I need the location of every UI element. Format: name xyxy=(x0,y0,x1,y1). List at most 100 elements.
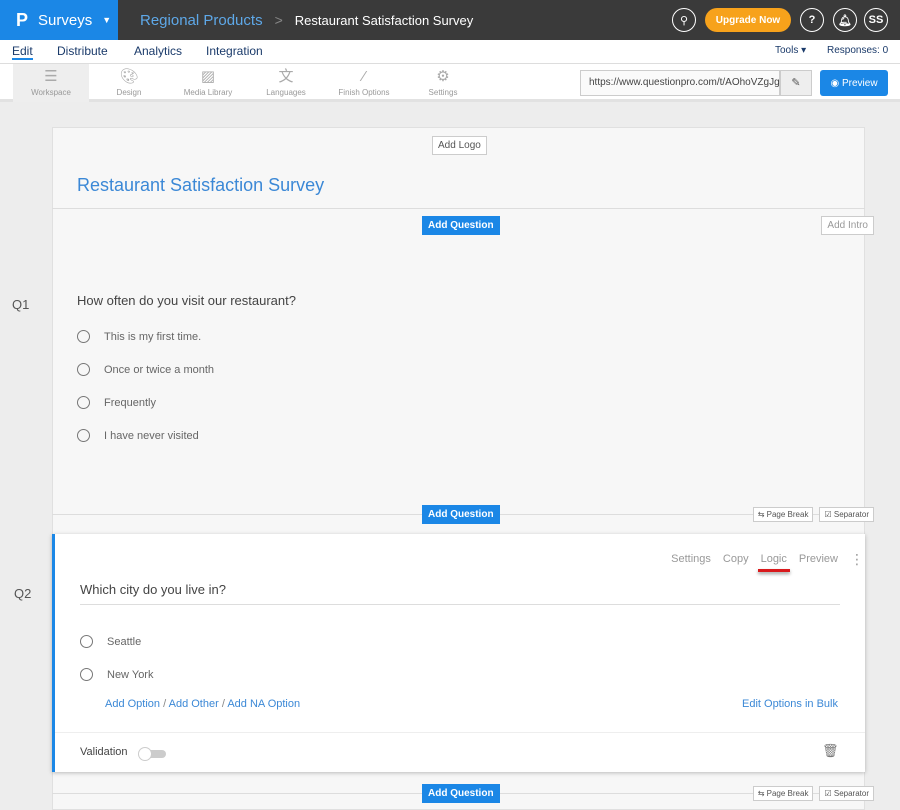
radio-button[interactable] xyxy=(77,363,90,376)
divider xyxy=(55,732,865,733)
breadcrumb: Regional Products > Restaurant Satisfact… xyxy=(140,0,473,40)
toolbar-workspace[interactable]: ☰ Workspace xyxy=(13,64,89,102)
breadcrumb-parent[interactable]: Regional Products xyxy=(140,11,263,29)
question-number: Q1 xyxy=(12,297,30,312)
page-break-label: Page Break xyxy=(766,789,809,798)
q-preview-link[interactable]: Preview xyxy=(798,553,838,565)
tab-integration[interactable]: Integration xyxy=(206,44,263,58)
toolbar-label: Finish Options xyxy=(338,88,390,97)
help-icon[interactable]: ? xyxy=(800,8,824,32)
slash: / xyxy=(221,698,225,710)
add-question-button[interactable]: Add Question xyxy=(422,216,500,235)
divider xyxy=(52,208,865,209)
radio-button[interactable] xyxy=(77,396,90,409)
separator-button[interactable]: ☑ Separator xyxy=(819,507,874,522)
image-icon: ▨ xyxy=(200,68,216,85)
add-question-button[interactable]: Add Question xyxy=(422,505,500,524)
break-controls: ⇆ Page Break ☑ Separator xyxy=(752,786,874,801)
page-break-button[interactable]: ⇆ Page Break xyxy=(752,786,814,801)
caret-down-icon: ▼ xyxy=(102,15,112,25)
option[interactable]: Frequently xyxy=(77,396,156,409)
add-other-link[interactable]: Add Other xyxy=(168,698,219,710)
logo: P xyxy=(16,9,29,30)
slash: / xyxy=(163,698,167,710)
add-na-link[interactable]: Add NA Option xyxy=(227,698,301,710)
tab-edit[interactable]: Edit xyxy=(12,44,33,60)
survey-url-field[interactable]: https://www.questionpro.com/t/AOhoVZgJg xyxy=(580,70,780,96)
separator-label: Separator xyxy=(833,789,869,798)
page-title: Restaurant Satisfaction Survey xyxy=(294,12,474,28)
q-settings-link[interactable]: Settings xyxy=(671,553,711,565)
tab-distribute[interactable]: Distribute xyxy=(57,44,108,58)
search-icon[interactable]: ⚲ xyxy=(672,8,696,32)
tab-analytics[interactable]: Analytics xyxy=(134,44,183,58)
translate-icon: 文 xyxy=(278,68,294,85)
eye-icon: ◉ xyxy=(830,77,842,89)
question-text[interactable]: How often do you visit our restaurant? xyxy=(77,293,296,308)
radio-button[interactable] xyxy=(77,429,90,442)
surveys-menu[interactable]: P Surveys ▼ xyxy=(0,0,118,40)
upgrade-button[interactable]: Upgrade Now xyxy=(705,8,791,32)
preview-label: Preview xyxy=(841,77,878,89)
toolbar-finish-options[interactable]: ⁄ Finish Options xyxy=(326,64,402,102)
toolbar-settings[interactable]: ⚙ Settings xyxy=(405,64,481,102)
option[interactable]: New York xyxy=(80,668,153,681)
question-number: Q2 xyxy=(14,586,32,601)
radio-button[interactable] xyxy=(77,330,90,343)
radio-button[interactable] xyxy=(80,635,93,648)
validation-label: Validation xyxy=(80,746,128,758)
q-logic-link[interactable]: Logic xyxy=(760,553,787,565)
edit-options-bulk-link[interactable]: Edit Options in Bulk xyxy=(742,698,838,710)
option[interactable]: This is my first time. xyxy=(77,330,201,343)
separator-button[interactable]: ☑ Separator xyxy=(819,786,874,801)
add-question-button[interactable]: Add Question xyxy=(422,784,500,803)
add-logo-button[interactable]: Add Logo xyxy=(432,136,487,155)
q-logic-item: Logic xyxy=(757,553,790,572)
toolbar-media-library[interactable]: ▨ Media Library xyxy=(170,64,246,102)
edit-url-icon[interactable]: ✎ xyxy=(780,70,812,96)
radio-button[interactable] xyxy=(80,668,93,681)
add-intro-button[interactable]: Add Intro xyxy=(821,216,874,235)
add-option-links: Add Option / Add Other / Add NA Option xyxy=(105,698,300,710)
survey-title[interactable]: Restaurant Satisfaction Survey xyxy=(77,175,325,195)
question-text[interactable]: Which city do you live in? xyxy=(80,582,226,597)
toolbar-label: Workspace xyxy=(31,88,71,97)
trash-icon[interactable]: 🗑︎ xyxy=(822,743,839,758)
toolbar-design[interactable]: 🎨︎ Design xyxy=(91,64,167,102)
option-label: I have never visited xyxy=(104,429,199,442)
toolbar-label: Settings xyxy=(428,88,458,97)
validation-toggle[interactable] xyxy=(138,747,166,761)
toolbar-label: Languages xyxy=(266,88,306,97)
toolbar-label: Media Library xyxy=(183,88,233,97)
toolbar-label: Design xyxy=(116,88,142,97)
option-label: Once or twice a month xyxy=(104,363,215,376)
breadcrumb-separator: > xyxy=(274,12,283,28)
add-option-link[interactable]: Add Option xyxy=(105,698,161,710)
option-label[interactable]: New York xyxy=(107,668,154,681)
bell-icon[interactable]: 🔔︎ xyxy=(833,8,857,32)
workspace-icon: ☰ xyxy=(44,68,58,85)
more-options-icon[interactable]: ⋮ xyxy=(850,551,864,567)
responses-count[interactable]: Responses: 0 xyxy=(827,45,889,56)
magic-wand-icon: ⁄ xyxy=(362,68,366,85)
palette-icon: 🎨︎ xyxy=(119,68,139,85)
url-text: https://www.questionpro.com/t/AOhoVZgJg xyxy=(589,77,780,88)
option-label: This is my first time. xyxy=(104,330,202,343)
option[interactable]: I have never visited xyxy=(77,429,199,442)
option[interactable]: Seattle xyxy=(80,635,141,648)
tools-menu[interactable]: Tools ▾ xyxy=(775,45,807,56)
toolbar-languages[interactable]: 文 Languages xyxy=(248,64,324,102)
logic-underline xyxy=(757,569,790,572)
page-break-button[interactable]: ⇆ Page Break xyxy=(752,507,814,522)
option-label: Frequently xyxy=(104,396,156,409)
avatar[interactable]: SS xyxy=(864,8,888,32)
preview-button[interactable]: ◉ Preview xyxy=(820,70,888,96)
option-label[interactable]: Seattle xyxy=(107,635,142,648)
break-controls: ⇆ Page Break ☑ Separator xyxy=(752,507,874,522)
q-copy-link[interactable]: Copy xyxy=(722,553,749,565)
app-name: Surveys xyxy=(38,11,93,29)
question-card-active xyxy=(52,534,865,772)
divider xyxy=(80,604,840,605)
page-break-label: Page Break xyxy=(766,510,809,519)
option[interactable]: Once or twice a month xyxy=(77,363,214,376)
